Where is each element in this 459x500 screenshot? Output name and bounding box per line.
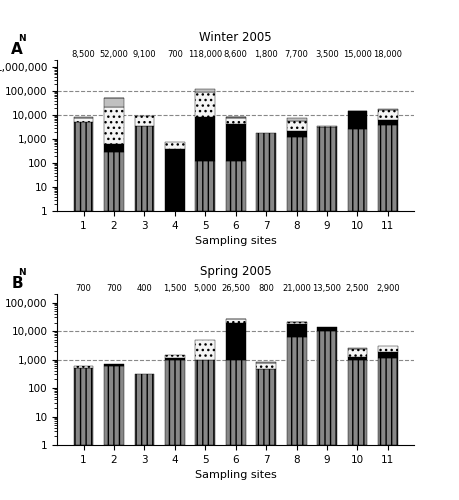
Bar bbox=[195, 92, 215, 118]
Text: A: A bbox=[11, 42, 23, 57]
Bar bbox=[286, 131, 306, 137]
Bar bbox=[225, 124, 245, 161]
Bar bbox=[73, 122, 93, 211]
Bar bbox=[377, 109, 397, 110]
Bar bbox=[195, 161, 215, 211]
Bar bbox=[377, 358, 397, 445]
Bar bbox=[104, 144, 123, 152]
Bar bbox=[73, 366, 93, 368]
Bar bbox=[256, 363, 275, 370]
Bar bbox=[286, 324, 306, 338]
Bar bbox=[377, 346, 397, 352]
Bar bbox=[225, 116, 245, 117]
Bar bbox=[195, 340, 215, 359]
X-axis label: Sampling sites: Sampling sites bbox=[195, 236, 276, 246]
Bar bbox=[104, 366, 123, 445]
Bar bbox=[256, 370, 275, 445]
Bar bbox=[256, 362, 275, 363]
Bar bbox=[377, 120, 397, 124]
Bar bbox=[347, 360, 367, 445]
Bar bbox=[73, 118, 93, 122]
Bar bbox=[165, 142, 185, 148]
Bar bbox=[347, 129, 367, 211]
Bar bbox=[165, 360, 185, 445]
Bar bbox=[316, 331, 336, 445]
X-axis label: Sampling sites: Sampling sites bbox=[195, 470, 276, 480]
Bar bbox=[225, 323, 245, 360]
Bar bbox=[73, 368, 93, 445]
Bar bbox=[286, 137, 306, 211]
Title: Spring 2005: Spring 2005 bbox=[200, 264, 271, 278]
Bar bbox=[134, 116, 154, 126]
Bar bbox=[377, 110, 397, 120]
Text: N: N bbox=[18, 34, 26, 42]
Bar bbox=[377, 124, 397, 211]
Bar bbox=[316, 127, 336, 211]
Bar bbox=[316, 328, 336, 331]
Bar bbox=[195, 360, 215, 445]
Bar bbox=[134, 374, 154, 445]
Bar bbox=[256, 133, 275, 211]
Bar bbox=[73, 117, 93, 118]
Bar bbox=[165, 358, 185, 360]
Bar bbox=[104, 364, 123, 366]
Text: B: B bbox=[11, 276, 23, 291]
Bar bbox=[165, 354, 185, 358]
Bar bbox=[316, 126, 336, 127]
Bar bbox=[286, 118, 306, 121]
Bar bbox=[165, 148, 185, 211]
Bar bbox=[347, 348, 367, 358]
Bar bbox=[104, 152, 123, 211]
Bar bbox=[225, 360, 245, 445]
Bar bbox=[225, 118, 245, 124]
Title: Winter 2005: Winter 2005 bbox=[199, 30, 271, 44]
Bar bbox=[286, 121, 306, 131]
Bar bbox=[104, 106, 123, 144]
Bar bbox=[286, 322, 306, 324]
Bar bbox=[377, 352, 397, 358]
Bar bbox=[225, 320, 245, 323]
Text: N: N bbox=[18, 268, 26, 276]
Bar bbox=[347, 358, 367, 360]
Bar bbox=[225, 161, 245, 211]
Bar bbox=[286, 338, 306, 445]
Bar bbox=[347, 111, 367, 129]
Bar bbox=[104, 98, 123, 106]
Bar bbox=[195, 90, 215, 92]
Bar bbox=[195, 118, 215, 161]
Bar bbox=[134, 126, 154, 211]
